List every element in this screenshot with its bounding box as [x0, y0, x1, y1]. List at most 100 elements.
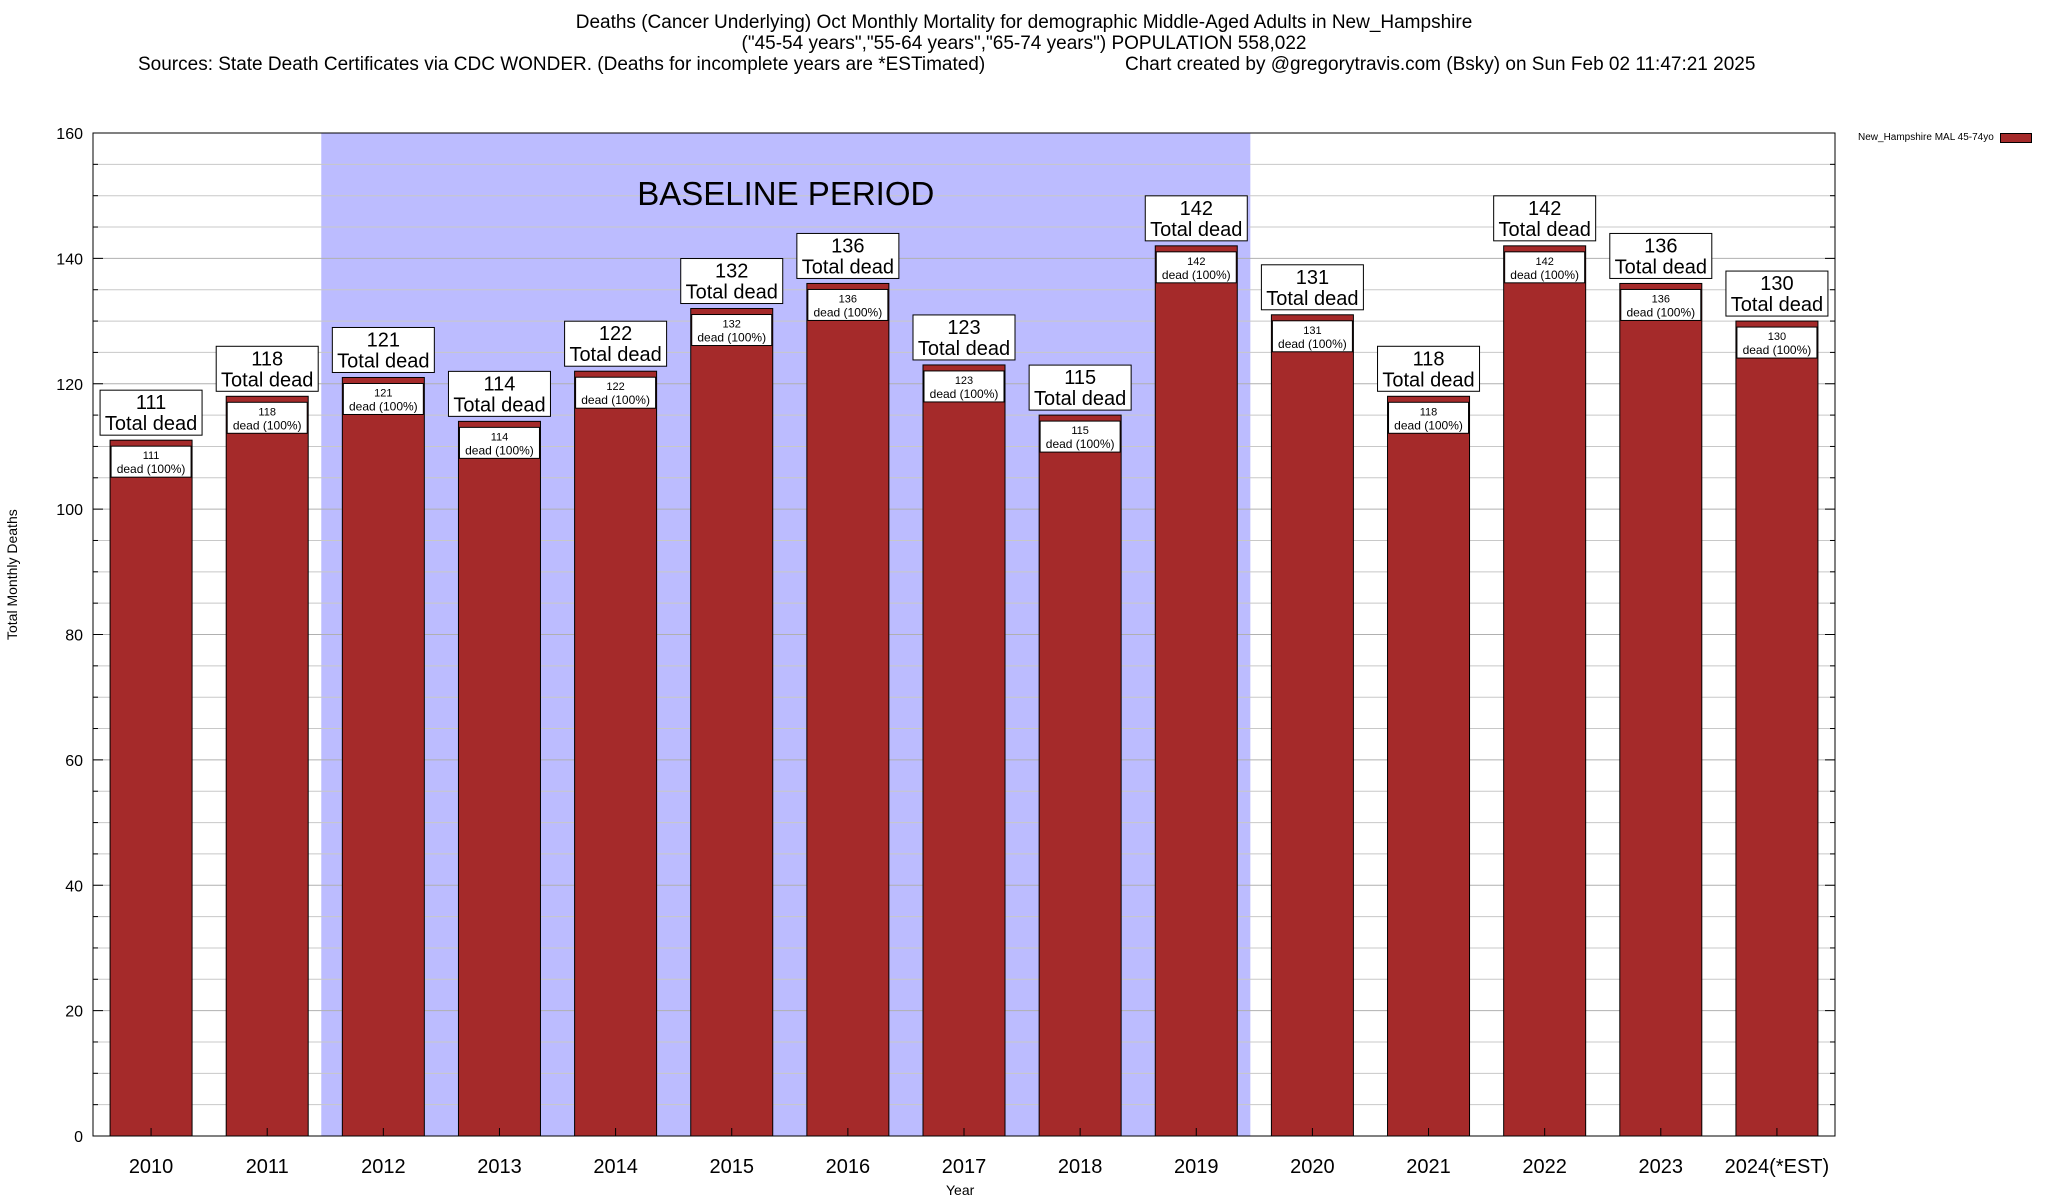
bar-total-value: 130 — [1760, 273, 1793, 295]
bar-inner-value: 111 — [143, 450, 160, 462]
x-tick-label: 2014 — [593, 1156, 638, 1178]
bar-inner-text: dead (100%) — [697, 331, 766, 345]
x-tick-label: 2012 — [361, 1156, 406, 1178]
bar-inner-text: dead (100%) — [117, 462, 186, 476]
y-tick-label: 20 — [65, 1004, 83, 1021]
bar — [574, 370, 658, 1137]
y-axis-label: Total Monthly Deaths — [4, 509, 20, 640]
title-line-1: Deaths (Cancer Underlying) Oct Monthly M… — [575, 12, 1473, 33]
bar — [806, 282, 890, 1137]
bar-inner-value: 136 — [839, 293, 857, 305]
bar-total-label-box — [912, 314, 1016, 361]
bar — [341, 376, 425, 1137]
bar-total-value: 114 — [484, 373, 516, 395]
x-axis-label: Year — [946, 1182, 975, 1198]
bar-total-label-box — [796, 232, 900, 279]
bar-total-value: 123 — [947, 317, 980, 339]
bar-total-text: Total dead — [337, 350, 429, 372]
bar-total-value: 118 — [251, 348, 283, 370]
plot-border — [92, 132, 1836, 1137]
bar-total-label-box — [331, 326, 435, 373]
bar-inner-value: 115 — [1071, 425, 1089, 437]
bar-inner-label-box — [807, 288, 889, 321]
bar — [922, 364, 1006, 1137]
bar-total-text: Total dead — [1615, 256, 1707, 278]
x-tick-label: 2016 — [826, 1156, 871, 1178]
x-tick-label: 2022 — [1522, 1156, 1567, 1178]
bar-inner-label-box — [1620, 288, 1702, 321]
bar-total-value: 132 — [715, 261, 748, 283]
bar-total-value: 111 — [136, 392, 166, 414]
x-tick-label: 2023 — [1639, 1156, 1684, 1178]
bar-inner-value: 122 — [606, 381, 624, 393]
bar-total-text: Total dead — [1150, 219, 1242, 241]
x-tick-label: 2024(*EST) — [1725, 1156, 1830, 1178]
y-tick-label: 60 — [65, 753, 83, 770]
bar-total-text: Total dead — [453, 394, 545, 416]
bar-inner-value: 142 — [1535, 256, 1553, 268]
bar-inner-text: dead (100%) — [233, 418, 302, 432]
bar-inner-value: 130 — [1768, 331, 1786, 343]
bar — [457, 420, 541, 1137]
bar-inner-value: 121 — [374, 387, 392, 399]
bar-total-label-box — [99, 389, 203, 436]
legend-label: New_Hampshire MAL 45-74yo — [1858, 132, 1994, 143]
x-tick-label: 2011 — [246, 1156, 289, 1178]
bar-inner-label-box — [1155, 251, 1237, 284]
bar-inner-text: dead (100%) — [1046, 437, 1115, 451]
bar-total-text: Total dead — [569, 344, 661, 366]
bar — [690, 308, 774, 1137]
bar-total-text: Total dead — [1731, 294, 1823, 316]
title-line-3: Sources: State Death Certificates via CD… — [0, 54, 2048, 75]
bar-inner-label-box — [1736, 326, 1818, 359]
bar-total-label-box — [1493, 195, 1597, 242]
bar-inner-text: dead (100%) — [814, 305, 883, 319]
bar-inner-label-box — [458, 426, 540, 459]
x-tick-label: 2020 — [1290, 1156, 1335, 1178]
bar-total-text: Total dead — [918, 338, 1010, 360]
bar-total-text: Total dead — [1382, 369, 1474, 391]
bar-total-value: 142 — [1528, 198, 1561, 220]
y-tick-label: 160 — [56, 126, 83, 143]
bar-inner-value: 142 — [1187, 256, 1205, 268]
bar-inner-label-box — [1504, 251, 1586, 284]
title-sources: Sources: State Death Certificates via CD… — [138, 54, 986, 75]
bar-inner-text: dead (100%) — [1394, 418, 1463, 432]
bar-total-label-box — [447, 370, 551, 417]
bar-total-text: Total dead — [105, 413, 197, 435]
bar-total-value: 142 — [1180, 198, 1213, 220]
legend-swatch — [1999, 132, 2032, 143]
bar-total-value: 136 — [1644, 235, 1677, 257]
title-credit: Chart created by @gregorytravis.com (Bsk… — [1125, 54, 1756, 75]
bar — [1735, 320, 1819, 1137]
bar-inner-value: 114 — [491, 431, 509, 443]
bar-total-label-box — [680, 258, 784, 305]
bar-inner-text: dead (100%) — [1510, 268, 1579, 282]
bar-inner-text: dead (100%) — [1278, 337, 1347, 351]
bar-inner-label-box — [1271, 320, 1353, 353]
bar-total-text: Total dead — [1266, 288, 1358, 310]
x-tick-label: 2010 — [129, 1156, 174, 1178]
bar — [1038, 414, 1122, 1137]
chart-title: Deaths (Cancer Underlying) Oct Monthly M… — [0, 12, 2048, 75]
bar-inner-text: dead (100%) — [349, 399, 418, 413]
bar-inner-value: 136 — [1652, 293, 1670, 305]
bar-total-label-box — [215, 345, 319, 392]
bar-inner-label-box — [575, 376, 657, 409]
y-tick-label: 140 — [56, 251, 83, 268]
y-tick-label: 0 — [74, 1129, 83, 1146]
bar-total-value: 121 — [367, 329, 400, 351]
bar-total-label-box — [1609, 232, 1713, 279]
x-tick-label: 2018 — [1058, 1156, 1103, 1178]
bar-total-label-box — [1028, 364, 1132, 411]
bar-total-value: 131 — [1296, 267, 1329, 289]
bar-inner-text: dead (100%) — [1743, 343, 1812, 357]
bar — [109, 439, 193, 1137]
bar-total-value: 115 — [1064, 367, 1096, 389]
bar-inner-text: dead (100%) — [1626, 305, 1695, 319]
bar — [1503, 245, 1587, 1137]
bar-total-label-box — [1260, 264, 1364, 311]
x-tick-label: 2019 — [1174, 1156, 1219, 1178]
bar-inner-value: 118 — [1420, 406, 1438, 418]
